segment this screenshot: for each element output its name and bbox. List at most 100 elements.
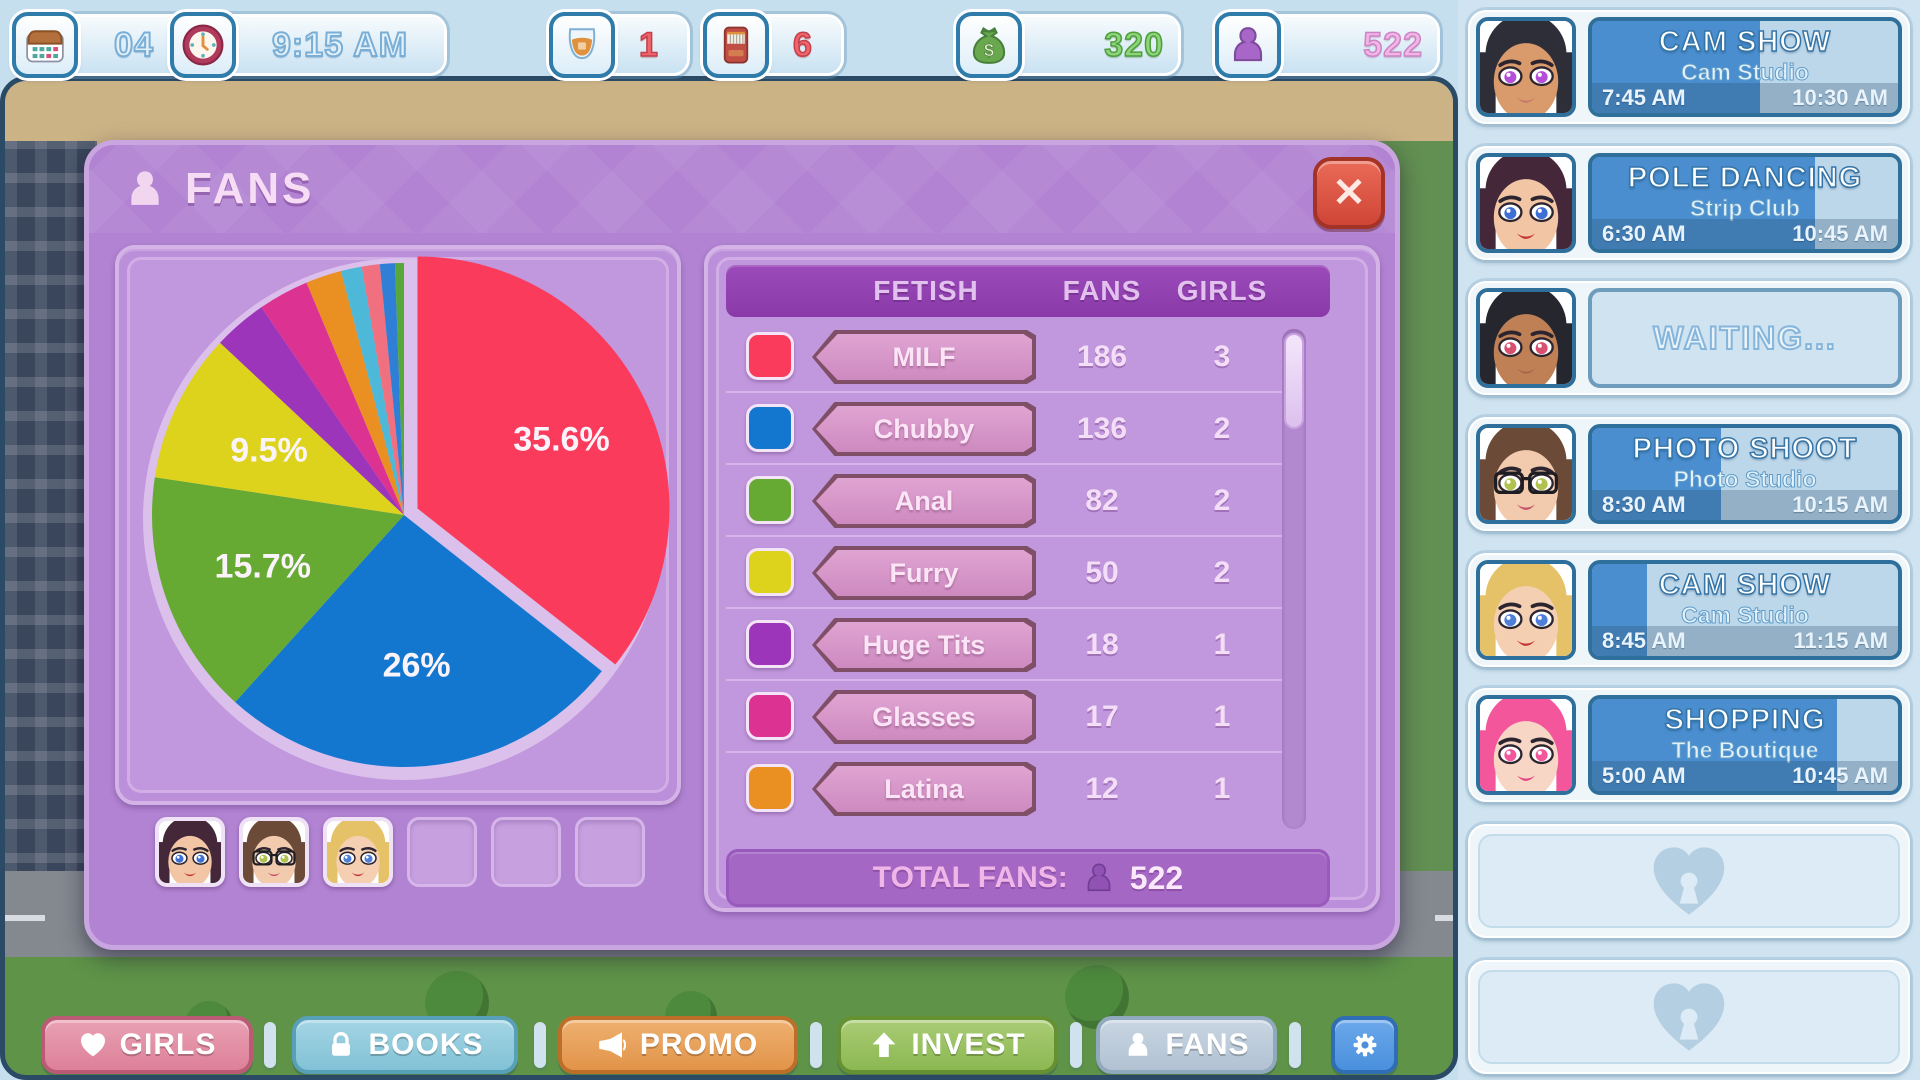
girl-slot-filled[interactable] xyxy=(323,817,393,887)
waiting-status: WAITING... xyxy=(1652,319,1837,357)
drink-icon[interactable] xyxy=(549,12,615,78)
girl-card-activity[interactable]: POLE DANCING Strip Club 6:30 AM 10:45 AM xyxy=(1468,146,1910,260)
fetish-badge[interactable]: Furry xyxy=(812,546,1036,600)
pie-slice-Chubby[interactable] xyxy=(235,515,602,768)
fetish-rows: MILF 186 3 Chubby 136 2 Anal 82 2 Furry 50 2 Huge Ti… xyxy=(726,321,1312,827)
girl-avatar xyxy=(1480,699,1572,791)
books-button[interactable]: BOOKS xyxy=(292,1016,518,1074)
fetish-badge[interactable]: Huge Tits xyxy=(812,618,1036,672)
start-time: 6:30 AM xyxy=(1602,221,1686,246)
girl-avatar-frame[interactable] xyxy=(1476,17,1576,117)
fetish-girls-count: 2 xyxy=(1213,556,1231,589)
settings-button[interactable] xyxy=(1331,1016,1398,1074)
locked-girl-slot[interactable] xyxy=(1468,824,1910,938)
fetish-color-swatch xyxy=(746,692,794,740)
fans-button-label: FANS xyxy=(1165,1028,1250,1061)
girl-slot-empty xyxy=(407,817,477,887)
start-time: 8:30 AM xyxy=(1602,492,1686,517)
fetish-fans-count: 18 xyxy=(1085,628,1119,661)
girl-card-activity[interactable]: PHOTO SHOOT Photo Studio 8:30 AM 10:15 A… xyxy=(1468,417,1910,531)
activity-times: 8:30 AM 10:15 AM xyxy=(1592,490,1898,520)
megaphone-icon xyxy=(599,1032,626,1058)
activity-location: The Boutique xyxy=(1671,737,1819,764)
fetish-color-swatch xyxy=(746,332,794,380)
schedule-box: CAM SHOW Cam Studio 7:45 AM 10:30 AM xyxy=(1588,17,1902,117)
fetish-row: Anal 82 2 xyxy=(726,465,1282,537)
girl-slot-filled[interactable] xyxy=(239,817,309,887)
pie-slice-Huge Tits[interactable] xyxy=(220,307,404,515)
fetish-badge[interactable]: Glasses xyxy=(812,690,1036,744)
pie-slice-Latina[interactable] xyxy=(306,271,404,515)
activity-location: Cam Studio xyxy=(1681,59,1810,86)
toolbar-divider xyxy=(810,1022,822,1068)
pie-slice-other-10[interactable] xyxy=(394,263,404,515)
total-fans-label: TOTAL FANS: xyxy=(872,861,1068,894)
fetish-color-swatch xyxy=(746,476,794,524)
lock-icon xyxy=(332,1031,351,1056)
end-time: 10:45 AM xyxy=(1792,763,1888,788)
promo-button[interactable]: PROMO xyxy=(558,1016,798,1074)
pie-slice-MILF[interactable] xyxy=(417,256,670,665)
time-value: 9:15 AM xyxy=(271,25,409,65)
pie-slice-other-7[interactable] xyxy=(340,266,404,515)
girl-avatar-frame[interactable] xyxy=(1476,695,1576,795)
pie-slice-Anal[interactable] xyxy=(152,477,404,703)
fetish-row: Chubby 136 2 xyxy=(726,393,1282,465)
locked-slot-box xyxy=(1478,834,1900,928)
girl-card-activity[interactable]: CAM SHOW Cam Studio 8:45 AM 11:15 AM xyxy=(1468,553,1910,667)
fetish-row: Glasses 17 1 xyxy=(726,681,1282,753)
girl-avatar xyxy=(1480,21,1572,113)
start-time: 5:00 AM xyxy=(1602,763,1686,788)
girl-card-activity[interactable]: SHOPPING The Boutique 5:00 AM 10:45 AM xyxy=(1468,688,1910,802)
table-scrollbar[interactable] xyxy=(1282,329,1306,829)
locked-girl-slot[interactable] xyxy=(1468,960,1910,1074)
arrow-up-icon xyxy=(872,1032,896,1057)
cigarettes-value: 6 xyxy=(792,25,813,65)
fetish-badge[interactable]: Latina xyxy=(812,762,1036,816)
girl-card-waiting[interactable]: WAITING... xyxy=(1468,281,1910,395)
fetish-badge[interactable]: Anal xyxy=(812,474,1036,528)
activity-times: 8:45 AM 11:15 AM xyxy=(1592,626,1898,656)
drinks-value: 1 xyxy=(638,25,659,65)
fetish-badge[interactable]: MILF xyxy=(812,330,1036,384)
girl-card-activity[interactable]: CAM SHOW Cam Studio 7:45 AM 10:30 AM xyxy=(1468,10,1910,124)
pie-slice-other-9[interactable] xyxy=(379,263,404,515)
fetish-color-swatch xyxy=(746,764,794,812)
svg-text:$: $ xyxy=(984,40,994,60)
cigarettes-icon[interactable] xyxy=(703,12,769,78)
clock-icon[interactable] xyxy=(170,12,236,78)
books-button-label: BOOKS xyxy=(368,1028,484,1061)
fetish-row: Huge Tits 18 1 xyxy=(726,609,1282,681)
money-bag-icon[interactable]: $ xyxy=(956,12,1022,78)
pie-slice-other-8[interactable] xyxy=(361,264,404,515)
girls-button[interactable]: GIRLS xyxy=(41,1016,253,1074)
pie-slice-Glasses[interactable] xyxy=(261,282,404,515)
girl-avatar-frame[interactable] xyxy=(1476,560,1576,660)
person-icon xyxy=(1129,1033,1148,1056)
girl-avatar-frame[interactable] xyxy=(1476,288,1576,388)
fetish-badge[interactable]: Chubby xyxy=(812,402,1036,456)
fetish-table-panel: FETISH FANS GIRLS MILF 186 3 Chubby 136 2 Anal… xyxy=(704,245,1380,912)
fetish-fans-count: 17 xyxy=(1085,700,1119,733)
fans-button[interactable]: FANS xyxy=(1096,1016,1277,1074)
total-person-icon xyxy=(1087,863,1111,892)
fans-person-icon[interactable] xyxy=(1215,12,1281,78)
locked-slot-box xyxy=(1478,970,1900,1064)
girl-avatar-frame[interactable] xyxy=(1476,424,1576,524)
close-button[interactable]: ✕ xyxy=(1313,157,1385,229)
schedule-progress-fill xyxy=(1592,699,1837,791)
girl-avatar-frame[interactable] xyxy=(1476,153,1576,253)
invest-button[interactable]: INVEST xyxy=(837,1016,1058,1074)
calendar-icon[interactable] xyxy=(12,12,78,78)
total-fans-value: 522 xyxy=(1129,859,1184,896)
scrollbar-thumb[interactable] xyxy=(1284,333,1304,429)
toolbar-divider xyxy=(1289,1022,1301,1068)
day-value: 04 xyxy=(113,25,154,65)
gear-icon xyxy=(1353,1033,1376,1057)
fans-pie-chart: 35.6% 26% 15.7% 9.5% xyxy=(143,256,670,780)
heart-icon xyxy=(80,1033,105,1057)
pie-percent-label: 15.7% xyxy=(215,547,311,585)
girl-slot-filled[interactable] xyxy=(155,817,225,887)
pie-slice-Furry[interactable] xyxy=(154,342,404,515)
schedule-box: PHOTO SHOOT Photo Studio 8:30 AM 10:15 A… xyxy=(1588,424,1902,524)
